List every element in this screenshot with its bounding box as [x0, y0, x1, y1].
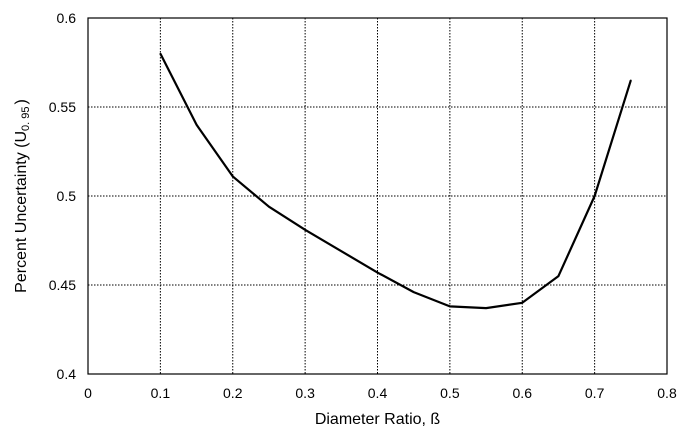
y-tick-label: 0.55 [49, 99, 76, 115]
data-point [159, 52, 162, 55]
series-group [159, 52, 632, 310]
x-tick-label: 0.4 [368, 385, 388, 401]
x-tick-label: 0.1 [151, 385, 171, 401]
data-point [485, 307, 487, 309]
data-point [412, 291, 415, 293]
x-tick-label: 0 [84, 385, 92, 401]
x-tick-label: 0.3 [295, 385, 315, 401]
data-point [268, 205, 270, 208]
x-axis-title: Diameter Ratio, ß [315, 411, 441, 428]
y-tick-label: 0.5 [57, 188, 77, 204]
data-point [376, 271, 379, 274]
y-tick-label: 0.45 [49, 277, 76, 293]
y-axis-title-suffix: ) [13, 99, 30, 104]
data-point [630, 79, 632, 82]
data-point [340, 250, 343, 252]
x-tick-label: 0.2 [223, 385, 243, 401]
x-axis-tick-labels: 0 0.1 0.2 0.3 0.4 0.5 0.6 0.7 0.8 [84, 385, 677, 401]
data-point [304, 229, 306, 231]
data-point [521, 302, 524, 304]
data-point [195, 124, 198, 126]
x-tick-label: 0.8 [657, 385, 677, 401]
y-axis-tick-labels: 0.4 0.45 0.5 0.55 0.6 [49, 10, 76, 382]
data-point [231, 175, 234, 178]
grid [88, 18, 667, 374]
y-tick-label: 0.6 [57, 10, 77, 26]
x-tick-label: 0.6 [513, 385, 533, 401]
series-line [159, 53, 632, 310]
plot-area-frame [87, 17, 668, 375]
y-axis-title: Percent Uncertainty (U0. 95) [13, 99, 32, 293]
x-tick-label: 0.5 [440, 385, 460, 401]
y-axis-title-subscript: 0. 95 [20, 107, 32, 131]
data-point [449, 305, 451, 308]
y-axis-title-main: Percent Uncertainty (U [13, 131, 30, 293]
y-tick-label: 0.4 [57, 366, 77, 382]
data-point [593, 195, 596, 197]
data-point [557, 275, 560, 277]
x-tick-label: 0.7 [585, 385, 605, 401]
